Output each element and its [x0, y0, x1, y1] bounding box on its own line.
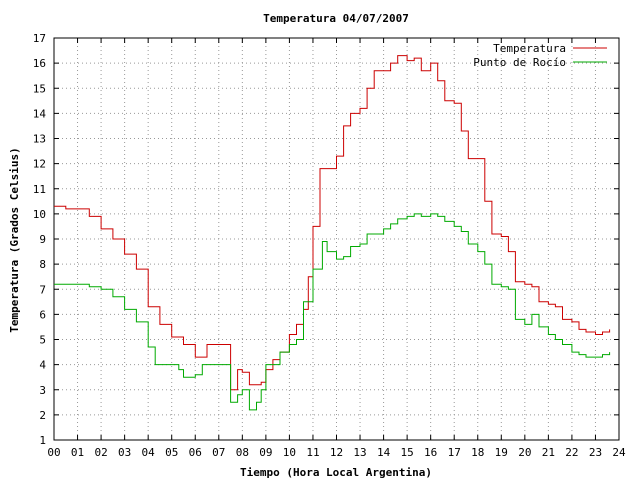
x-tick-label: 24 — [612, 446, 626, 459]
x-tick-label: 18 — [471, 446, 484, 459]
y-tick-label: 12 — [33, 158, 46, 171]
x-tick-label: 15 — [401, 446, 414, 459]
y-tick-label: 14 — [33, 107, 47, 120]
x-tick-label: 10 — [283, 446, 296, 459]
x-tick-label: 03 — [118, 446, 131, 459]
temperatura-line — [54, 55, 611, 391]
x-tick-label: 14 — [377, 446, 391, 459]
grid — [54, 38, 619, 440]
x-tick-label: 19 — [495, 446, 508, 459]
x-tick-label: 22 — [565, 446, 578, 459]
x-tick-label: 21 — [542, 446, 555, 459]
y-tick-label: 10 — [33, 208, 46, 221]
x-tick-label: 08 — [236, 446, 249, 459]
y-tick-label: 16 — [33, 57, 46, 70]
x-tick-label: 16 — [424, 446, 437, 459]
chart-title: Temperatura 04/07/2007 — [263, 12, 409, 25]
x-tick-label: 06 — [189, 446, 202, 459]
y-tick-label: 4 — [39, 359, 46, 372]
y-tick-label: 13 — [33, 133, 46, 146]
y-tick-label: 1 — [39, 434, 46, 447]
y-tick-label: 15 — [33, 82, 46, 95]
x-tick-label: 11 — [306, 446, 319, 459]
y-tick-label: 8 — [39, 258, 46, 271]
series — [54, 55, 611, 411]
x-tick-label: 09 — [259, 446, 272, 459]
y-tick-label: 6 — [39, 308, 46, 321]
y-tick-label: 3 — [39, 384, 46, 397]
x-tick-label: 23 — [589, 446, 602, 459]
x-tick-label: 17 — [448, 446, 461, 459]
legend-label: Temperatura — [493, 42, 566, 55]
x-tick-label: 01 — [71, 446, 84, 459]
x-tick-label: 12 — [330, 446, 343, 459]
y-tick-label: 17 — [33, 32, 46, 45]
tick-marks — [53, 37, 620, 441]
y-tick-label: 7 — [39, 283, 46, 296]
x-tick-label: 07 — [212, 446, 225, 459]
x-tick-label: 04 — [142, 446, 156, 459]
x-tick-label: 13 — [353, 446, 366, 459]
x-tick-label: 00 — [47, 446, 60, 459]
y-axis-label: Temperatura (Grados Celsius) — [8, 147, 21, 332]
y-tick-label: 5 — [39, 334, 46, 347]
y-tick-label: 2 — [39, 409, 46, 422]
legend-label: Punto de Rocío — [473, 56, 566, 69]
x-tick-labels: 00 01 02 03 04 05 06 07 08 09 10 11 12 13 14 15 16 17 18 19… — [47, 446, 626, 459]
x-tick-label: 02 — [94, 446, 107, 459]
y-tick-label: 9 — [39, 233, 46, 246]
y-tick-label: 11 — [33, 183, 46, 196]
x-tick-label: 05 — [165, 446, 178, 459]
punto-de-rocio-line — [54, 213, 611, 411]
x-tick-label: 20 — [518, 446, 531, 459]
x-axis-label: Tiempo (Hora Local Argentina) — [240, 466, 432, 479]
